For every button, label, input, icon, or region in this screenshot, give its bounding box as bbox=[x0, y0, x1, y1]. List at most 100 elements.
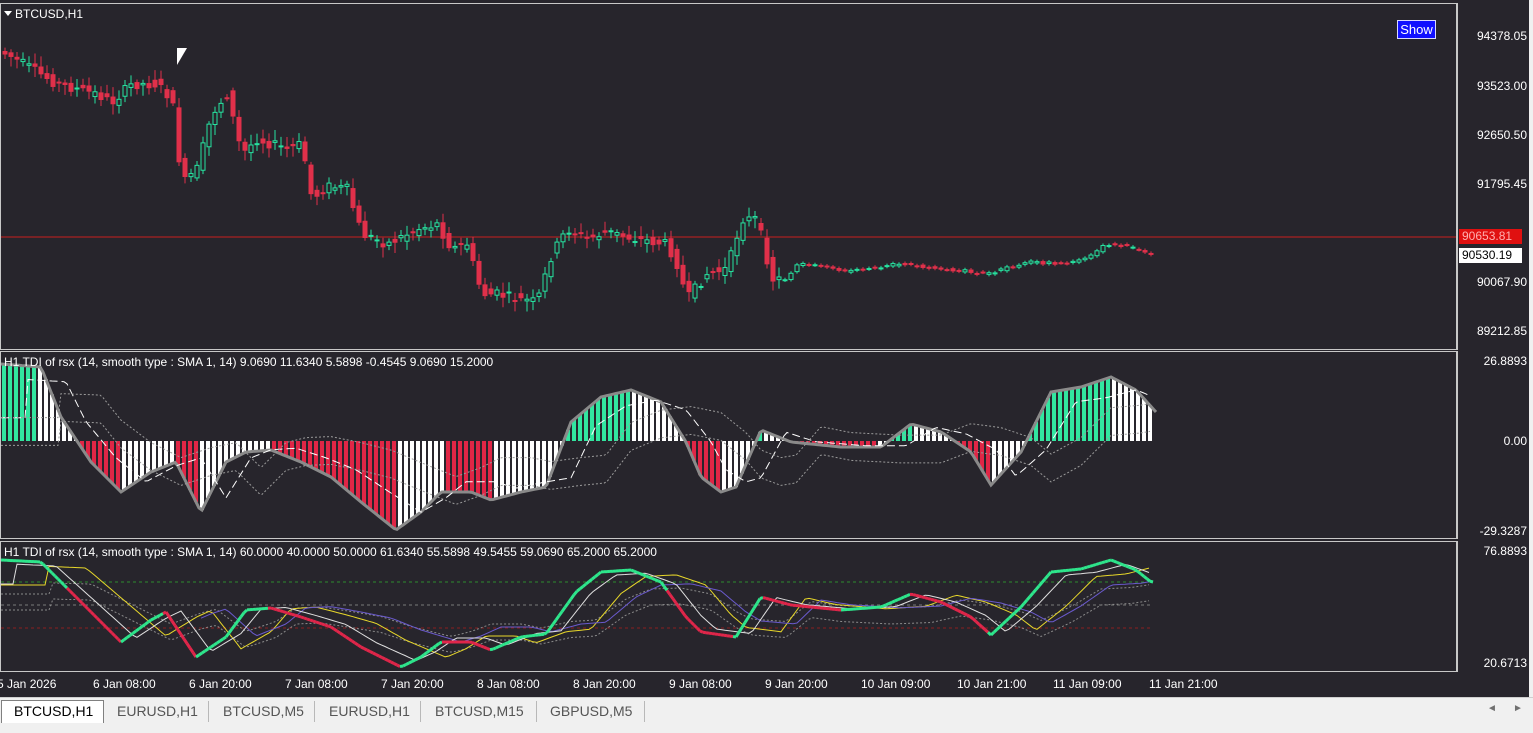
rsi-segment bbox=[339, 631, 344, 637]
tab-eurusd-h1[interactable]: EURUSD,H1 bbox=[105, 701, 209, 722]
rsi-segment bbox=[1104, 559, 1109, 564]
rsi-segment bbox=[957, 609, 962, 614]
rsi-segment bbox=[156, 613, 161, 619]
rsi-segment bbox=[918, 594, 923, 599]
tdi-lines-pane[interactable]: H1 TDI of rsx (14, smooth type : SMA 1, … bbox=[0, 541, 1457, 672]
tab-eurusd-h1-2[interactable]: EURUSD,H1 bbox=[317, 701, 421, 722]
tdi-histogram-pane[interactable]: H1 TDI of rsx (14, smooth type : SMA 1, … bbox=[0, 351, 1457, 539]
tab-btcusd-m15[interactable]: BTCUSD,M15 bbox=[423, 701, 537, 722]
tab-gbpusd-m5[interactable]: GBPUSD,M5 bbox=[538, 701, 645, 722]
candle-body bbox=[698, 285, 704, 288]
candle-body bbox=[1022, 262, 1028, 265]
rsi-segment bbox=[495, 645, 500, 650]
rsi-segment bbox=[1110, 558, 1115, 563]
rsi-segment bbox=[1140, 572, 1145, 578]
histogram-bar bbox=[128, 441, 132, 486]
histogram-bar bbox=[644, 396, 648, 441]
candle-body bbox=[1148, 252, 1154, 255]
candle-body bbox=[416, 229, 422, 237]
tab-btcusd-m5[interactable]: BTCUSD,M5 bbox=[211, 701, 315, 722]
price-axis[interactable]: 94378.05 93523.00 92650.50 91795.45 9006… bbox=[1457, 3, 1533, 350]
rsi-segment bbox=[170, 620, 177, 627]
candle-body bbox=[716, 267, 722, 273]
candle-body bbox=[116, 98, 122, 106]
candle-body bbox=[434, 222, 440, 228]
rsi-segment bbox=[150, 617, 155, 622]
histogram-bar bbox=[356, 441, 360, 500]
rsi-segment bbox=[435, 642, 440, 647]
candle-body bbox=[1028, 260, 1034, 264]
rsi-segment bbox=[384, 657, 389, 662]
rsi-segment bbox=[65, 586, 72, 593]
rsi-segment bbox=[300, 615, 305, 620]
tab-scroll-left-icon[interactable]: ◄ bbox=[1487, 703, 1497, 714]
time-label: 9 Jan 20:00 bbox=[765, 677, 828, 691]
rsi-segment bbox=[645, 574, 650, 579]
rsi-segment bbox=[351, 639, 356, 645]
candle-body bbox=[980, 271, 986, 274]
candle-body bbox=[536, 292, 542, 298]
price-line bbox=[1, 563, 1150, 661]
rsi-segment bbox=[777, 600, 782, 604]
histogram-bar bbox=[992, 441, 996, 482]
rsi-segment bbox=[963, 612, 968, 617]
histogram-bar bbox=[308, 441, 312, 467]
rsi-segment bbox=[1125, 564, 1130, 569]
candle-body bbox=[836, 268, 842, 271]
price-tick: 89212.85 bbox=[1476, 324, 1527, 338]
rsi-segment bbox=[1010, 611, 1017, 617]
histogram-bar bbox=[212, 441, 216, 486]
rsi-segment bbox=[101, 622, 108, 629]
rsi-segment bbox=[62, 583, 69, 590]
candle-body bbox=[770, 256, 776, 282]
histogram-bar bbox=[734, 441, 738, 487]
rsi-segment bbox=[948, 604, 953, 609]
histogram-bar bbox=[452, 441, 456, 492]
candle-body bbox=[596, 236, 602, 241]
rsi-segment bbox=[71, 592, 78, 599]
candle-body bbox=[812, 264, 818, 267]
time-label: 10 Jan 09:00 bbox=[861, 677, 931, 691]
rsi-segment bbox=[312, 619, 317, 624]
rsi-segment bbox=[321, 622, 326, 627]
candle-body bbox=[530, 297, 536, 302]
dropdown-triangle-icon[interactable] bbox=[4, 11, 12, 16]
time-label: 5 Jan 2026 bbox=[0, 677, 57, 691]
tab-scroll-right-icon[interactable]: ► bbox=[1513, 703, 1523, 714]
show-button[interactable]: Show bbox=[1397, 20, 1436, 39]
indicator2-tick: 20.6713 bbox=[1483, 656, 1527, 670]
indicator1-axis[interactable]: 26.8893 0.00 -29.3287 bbox=[1457, 351, 1533, 539]
candle-body bbox=[74, 87, 80, 90]
rsi-segment bbox=[47, 568, 54, 575]
histogram-bar bbox=[860, 441, 864, 447]
tab-btcusd-h1[interactable]: BTCUSD,H1 bbox=[1, 700, 104, 723]
histogram-bar bbox=[1106, 378, 1110, 441]
rsi-segment bbox=[104, 625, 111, 632]
rsi-segment bbox=[548, 623, 555, 630]
rsi-segment bbox=[501, 642, 506, 647]
indicator2-axis[interactable]: 76.8893 20.6713 bbox=[1457, 541, 1533, 672]
rsi-segment bbox=[348, 637, 353, 643]
rsi-segment bbox=[966, 613, 971, 618]
candle-body bbox=[1046, 261, 1052, 265]
rsi-segment bbox=[927, 597, 932, 601]
candle-body bbox=[134, 82, 140, 90]
time-axis[interactable]: 5 Jan 2026 6 Jan 08:00 6 Jan 20:00 7 Jan… bbox=[0, 672, 1457, 697]
histogram-bar bbox=[38, 366, 42, 441]
candlestick-chart[interactable] bbox=[1, 4, 1457, 350]
rsi-segment bbox=[786, 602, 791, 607]
histogram-bar bbox=[260, 441, 264, 451]
candle-body bbox=[830, 266, 836, 269]
candle-body bbox=[26, 63, 32, 66]
price-pane[interactable]: BTCUSD,H1 bbox=[0, 3, 1457, 350]
rsi-segment bbox=[204, 647, 209, 653]
candle-body bbox=[518, 293, 524, 299]
rsi-segment bbox=[333, 627, 338, 633]
rsi-segment bbox=[393, 662, 398, 667]
rsi-segment bbox=[879, 604, 884, 609]
candle-body bbox=[146, 83, 152, 89]
rsi-segment bbox=[1119, 562, 1124, 567]
candle-body bbox=[512, 299, 518, 302]
time-label: 7 Jan 08:00 bbox=[285, 677, 348, 691]
candle-body bbox=[644, 239, 650, 244]
